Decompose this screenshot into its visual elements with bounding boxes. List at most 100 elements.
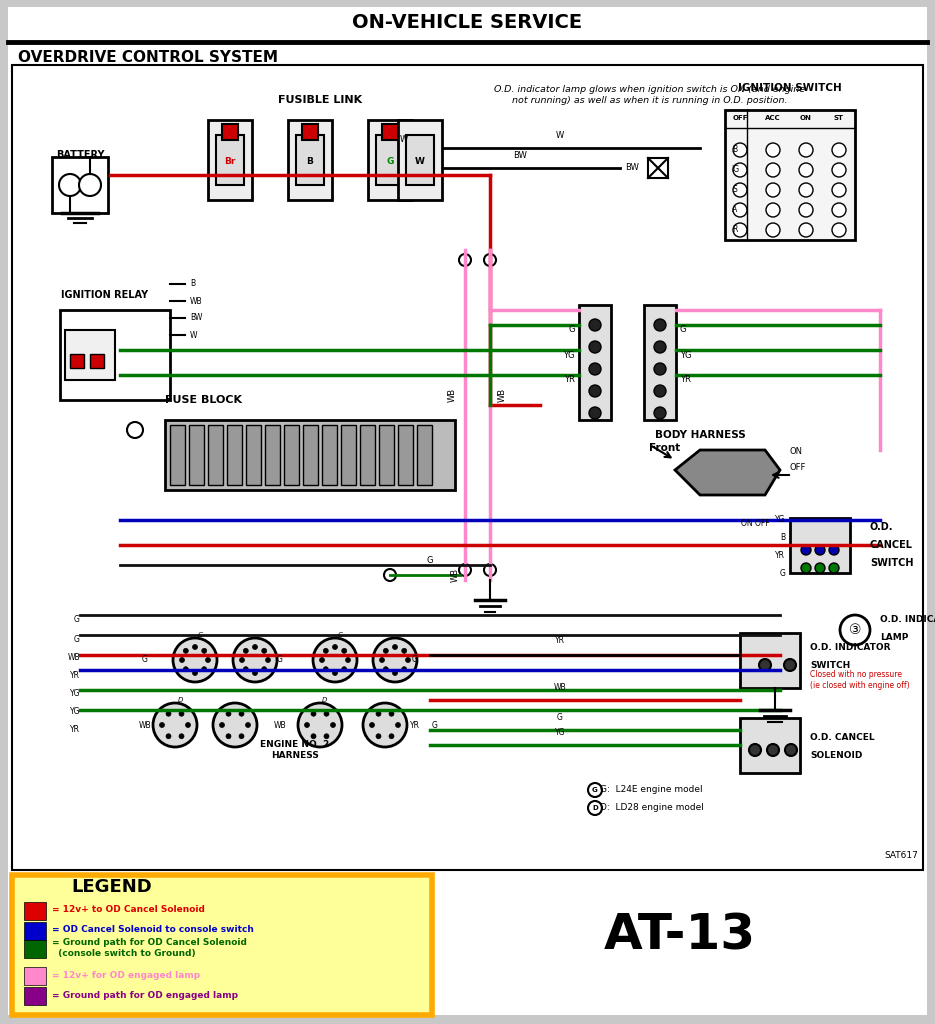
Text: ACC: ACC [765, 115, 781, 121]
Text: B: B [190, 280, 195, 289]
Text: W: W [400, 135, 409, 144]
Circle shape [333, 644, 338, 649]
Circle shape [243, 667, 249, 672]
Text: C: C [338, 632, 342, 638]
Circle shape [369, 723, 375, 727]
Text: WB: WB [554, 683, 567, 692]
Text: G: G [568, 326, 575, 335]
Circle shape [252, 644, 257, 649]
Text: WB: WB [498, 388, 507, 402]
Text: O.D. INDICATOR: O.D. INDICATOR [880, 615, 935, 625]
Bar [24, 922, 46, 940]
Circle shape [363, 703, 407, 746]
Text: YR: YR [775, 552, 785, 560]
Bar [341, 425, 356, 485]
Text: ON: ON [800, 115, 812, 121]
Circle shape [311, 734, 316, 738]
Bar [246, 425, 261, 485]
Text: YG: YG [564, 350, 575, 359]
Circle shape [801, 563, 811, 573]
Circle shape [588, 783, 602, 797]
Circle shape [733, 143, 747, 157]
Text: G: G [779, 569, 785, 579]
Circle shape [311, 712, 316, 716]
Text: OVERDRIVE CONTROL SYSTEM: OVERDRIVE CONTROL SYSTEM [18, 50, 278, 66]
Text: ③: ③ [849, 623, 861, 637]
Bar [216, 135, 244, 185]
Text: G: G [432, 721, 438, 729]
Circle shape [767, 744, 779, 756]
Text: Br: Br [224, 158, 236, 167]
Circle shape [749, 744, 761, 756]
Bar [303, 425, 318, 485]
Circle shape [324, 712, 329, 716]
Polygon shape [675, 450, 780, 495]
Text: G: G [142, 655, 148, 665]
Text: ON: ON [790, 447, 803, 457]
Bar [302, 124, 318, 140]
Text: W: W [556, 131, 564, 140]
Circle shape [832, 183, 846, 197]
Bar [165, 420, 455, 490]
Circle shape [79, 174, 101, 196]
Circle shape [383, 667, 388, 672]
Circle shape [829, 563, 839, 573]
Circle shape [166, 712, 171, 716]
Circle shape [239, 657, 244, 663]
Circle shape [341, 648, 347, 653]
Circle shape [396, 723, 400, 727]
Circle shape [784, 659, 796, 671]
Circle shape [766, 203, 780, 217]
Text: BODY HARNESS: BODY HARNESS [654, 430, 745, 440]
Text: G: G [412, 655, 418, 665]
Bar [284, 425, 299, 485]
Text: SOLENOID: SOLENOID [810, 751, 862, 760]
Bar [398, 120, 442, 200]
Circle shape [832, 143, 846, 157]
Bar [379, 425, 394, 485]
Text: AT-13: AT-13 [604, 911, 756, 959]
Circle shape [799, 163, 813, 177]
Text: A: A [732, 206, 738, 214]
Text: G:  L24E engine model: G: L24E engine model [600, 785, 702, 795]
Text: YR: YR [70, 671, 80, 680]
Text: WB: WB [451, 568, 460, 582]
Text: ST: ST [834, 115, 844, 121]
Circle shape [202, 648, 207, 653]
Text: OFF: OFF [790, 463, 806, 471]
Bar [644, 305, 676, 420]
Text: BW: BW [513, 151, 527, 160]
Circle shape [166, 734, 171, 738]
Circle shape [183, 667, 188, 672]
Text: G: G [386, 158, 394, 167]
Circle shape [402, 648, 407, 653]
Circle shape [832, 203, 846, 217]
Text: ENGINE NO. 2
HARNESS: ENGINE NO. 2 HARNESS [260, 740, 330, 760]
Circle shape [373, 638, 417, 682]
Circle shape [759, 659, 771, 671]
Circle shape [799, 183, 813, 197]
Circle shape [376, 712, 381, 716]
Circle shape [173, 638, 217, 682]
Circle shape [262, 667, 266, 672]
Text: YR: YR [70, 725, 80, 734]
Bar [24, 967, 46, 985]
Bar [208, 120, 252, 200]
Text: YG: YG [69, 708, 80, 717]
Bar [740, 633, 800, 688]
Text: YG: YG [774, 515, 785, 524]
Text: IG: IG [731, 166, 739, 174]
Bar [406, 135, 434, 185]
Circle shape [799, 143, 813, 157]
Text: YG: YG [680, 350, 692, 359]
Circle shape [239, 712, 244, 716]
Bar [24, 902, 46, 920]
Circle shape [206, 657, 210, 663]
Circle shape [832, 163, 846, 177]
Text: YR: YR [680, 376, 691, 384]
Circle shape [815, 545, 825, 555]
Bar [360, 425, 375, 485]
Circle shape [389, 712, 394, 716]
Text: SWITCH: SWITCH [810, 660, 850, 670]
Circle shape [589, 319, 601, 331]
